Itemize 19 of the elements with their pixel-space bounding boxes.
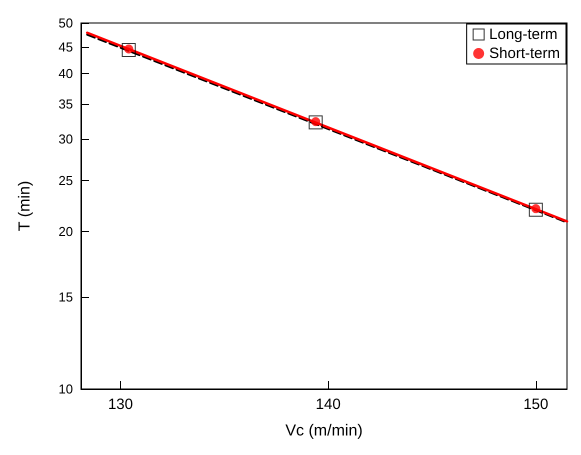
x-axis-title: Vc (m/min) <box>285 422 363 440</box>
y-tick-label: 15 <box>58 289 73 304</box>
point <box>122 43 136 58</box>
legend-label: Long-term <box>489 26 558 43</box>
y-tick-label: 35 <box>58 96 73 112</box>
y-tick-label: 30 <box>58 132 73 147</box>
y-tick-label: 25 <box>58 173 73 188</box>
x-tick-label: 130 <box>108 396 133 413</box>
y-axis-title: T (min) <box>16 180 34 232</box>
y-tick-label: 40 <box>58 66 73 82</box>
x-tick-label: 140 <box>316 396 341 413</box>
y-tick-label: 20 <box>58 224 73 239</box>
point <box>528 202 543 217</box>
point <box>308 115 323 130</box>
y-tick-label: 45 <box>58 39 73 54</box>
legend-label: Short-term <box>489 45 560 62</box>
y-tick-label: 10 <box>58 382 73 396</box>
x-tick-label: 150 <box>523 396 548 413</box>
y-tick-label: 50 <box>58 16 73 30</box>
